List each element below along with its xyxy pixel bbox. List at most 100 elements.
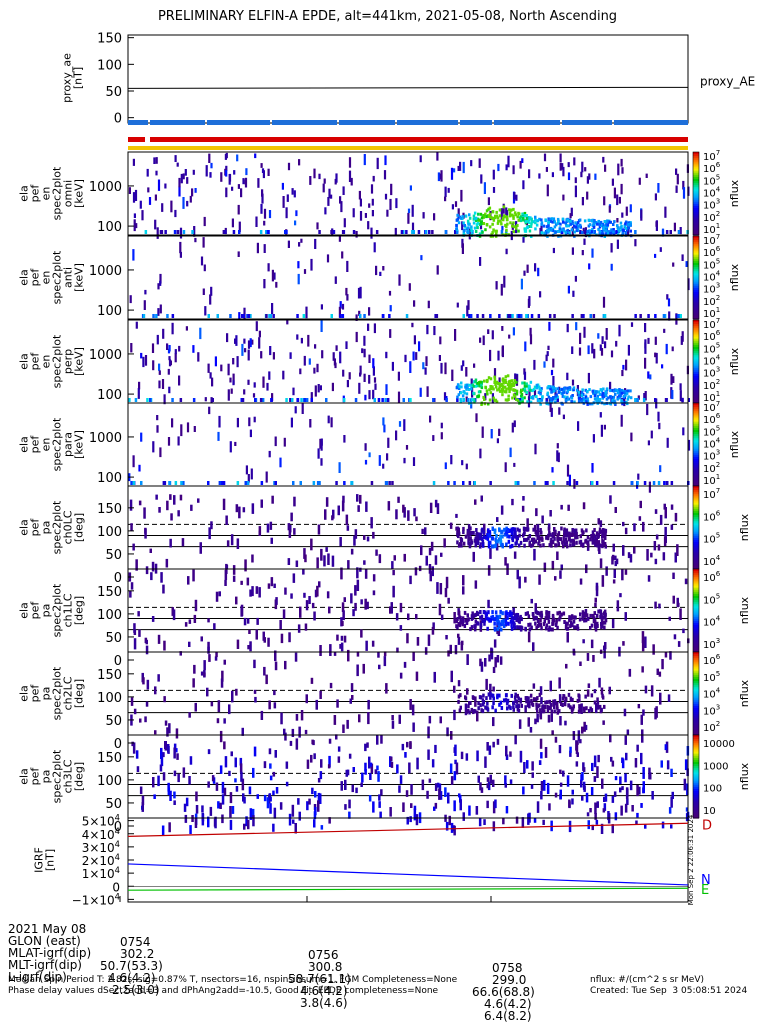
energy-flux-pixel [647,337,650,344]
pitch-flux-pixel [567,703,571,708]
energy-flux-pixel [391,481,394,485]
energy-flux-pixel [614,392,617,396]
energy-colorbar-segment [693,409,699,412]
energy-flux-pixel [623,390,627,393]
pitch-ylabel-line: [deg] [73,596,86,625]
pitch-flux-pixel [549,705,552,710]
energy-flux-pixel [610,228,613,232]
pitch-flux-pixel [132,742,136,754]
pitch-flux-pixel [494,617,498,621]
energy-flux-pixel [541,395,544,399]
energy-flux-pixel [355,231,358,238]
pitch-flux-pixel [273,702,277,709]
energy-flux-pixel [490,429,493,439]
pitch-flux-pixel [644,685,648,694]
energy-flux-pixel [515,374,519,386]
energy-flux-pixel [612,481,616,485]
pitch-flux-pixel [192,569,195,582]
energy-colorbar-segment [693,162,699,166]
energy-flux-pixel [612,230,615,234]
pitch-colorbar-segment [693,755,699,759]
energy-flux-pixel [203,216,206,227]
pitch-flux-pixel [666,760,670,770]
pitch-flux-pixel [468,544,472,549]
energy-flux-pixel [504,398,508,402]
pitch-colorbar-segment [693,537,699,541]
energy-flux-pixel [622,391,625,395]
pitch-colorbar-segment [693,672,699,676]
energy-flux-pixel [574,275,577,282]
pitch-flux-pixel [528,542,531,547]
energy-flux-pixel [385,384,388,395]
pitch-flux-pixel [590,534,593,538]
pitch-flux-pixel [542,819,545,825]
energy-flux-pixel [461,243,464,254]
energy-flux-pixel [611,398,615,402]
pitch-flux-pixel [283,728,286,735]
pitch-flux-pixel [349,698,352,704]
energy-flux-pixel [192,398,196,402]
pitch-zbar-tick: 103 [703,637,720,651]
pitch-flux-pixel [614,555,617,561]
energy-flux-pixel [510,383,514,387]
energy-colorbar-segment [693,244,699,247]
pitch-flux-pixel [569,624,572,629]
pitch-flux-pixel [453,800,456,812]
pitch-flux-pixel [240,580,243,585]
pitch-flux-pixel [457,680,461,687]
pitch-flux-pixel [354,585,357,596]
pitch-flux-pixel [364,769,367,775]
pitch-flux-pixel [379,811,382,819]
energy-flux-pixel [650,430,653,439]
pitch-flux-pixel [499,540,503,545]
pitch-flux-pixel [449,644,452,654]
pitch-flux-pixel [670,824,673,829]
energy-flux-pixel [247,349,250,361]
energy-flux-pixel [480,174,483,184]
pitch-flux-pixel [152,777,155,788]
pitch-flux-pixel [492,821,496,832]
pitch-flux-pixel [427,749,430,760]
pitch-flux-pixel [461,616,465,621]
pitch-flux-pixel [402,504,405,513]
energy-flux-pixel [409,185,412,191]
energy-flux-pixel [480,216,484,220]
energy-flux-pixel [217,431,220,441]
energy-flux-pixel [567,162,570,168]
energy-flux-pixel [567,172,571,181]
pitch-flux-pixel [439,791,443,800]
pitch-flux-pixel [455,513,458,518]
pitch-flux-pixel [164,720,168,726]
pitch-flux-pixel [193,664,196,674]
pitch-flux-pixel [476,621,480,626]
pitch-flux-pixel [496,517,499,522]
pitch-flux-pixel [479,625,482,630]
energy-colorbar-segment [693,185,699,188]
energy-zbar-tick: 104 [703,437,721,451]
energy-flux-pixel [515,226,518,230]
pitch-flux-pixel [613,791,617,797]
energy-flux-pixel [171,398,174,402]
energy-flux-pixel [333,358,336,366]
energy-flux-pixel [440,422,443,429]
energy-flux-pixel [514,373,517,381]
pitch-flux-pixel [676,544,679,556]
energy-flux-pixel [528,221,531,225]
energy-flux-pixel [177,436,180,446]
pitch-colorbar-segment [693,620,699,624]
pitch-flux-pixel [219,802,222,809]
energy-flux-pixel [463,224,466,227]
energy-flux-pixel [481,314,485,318]
energy-flux-pixel [259,230,263,234]
pitch-flux-pixel [596,704,600,709]
pitch-flux-pixel [614,561,617,567]
energy-flux-pixel [581,388,584,392]
energy-colorbar-segment [693,400,699,404]
pitch-flux-pixel [284,660,287,670]
pitch-flux-pixel [467,536,470,541]
pitch-flux-pixel [341,621,344,626]
pitch-flux-pixel [346,525,350,531]
pitch-flux-pixel [288,529,292,538]
pitch-flux-pixel [268,748,272,755]
energy-flux-pixel [659,465,662,473]
